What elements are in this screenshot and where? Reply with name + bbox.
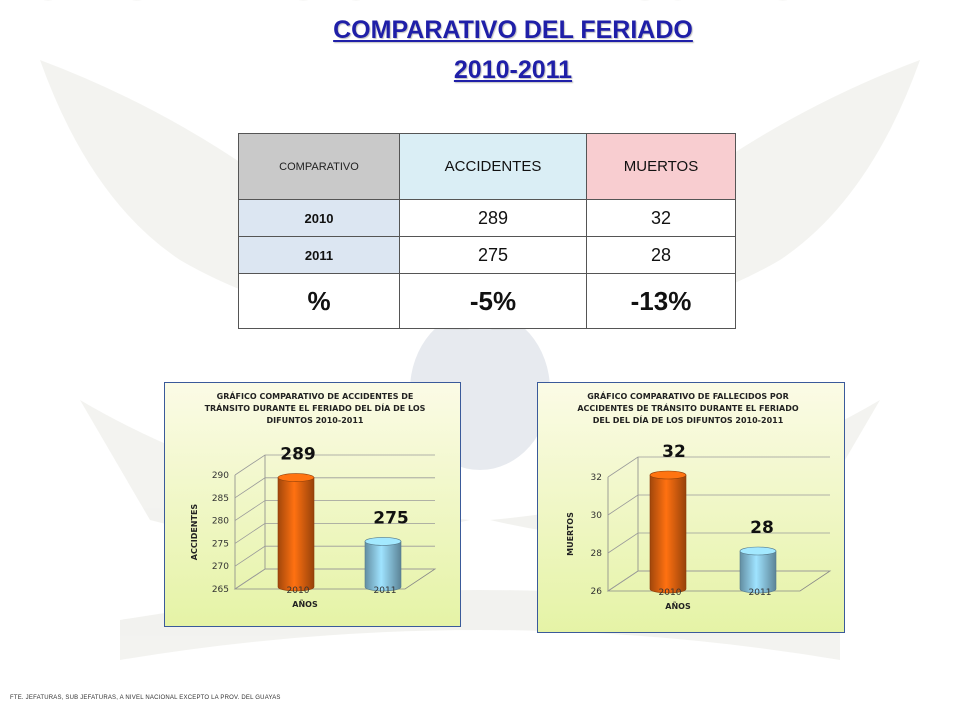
gridline: [607, 494, 830, 516]
header-comparativo: COMPARATIVO: [238, 133, 400, 200]
chart-title-line: DIFUNTOS 2010-2011: [267, 416, 364, 425]
page-title-line1: COMPARATIVO DEL FERIADO: [333, 16, 693, 44]
table-header-row: COMPARATIVO ACCIDENTES MUERTOS: [238, 133, 736, 200]
y-tick-label: 26: [591, 587, 603, 597]
bar-2011: [739, 550, 777, 594]
bar-top-2010: [277, 473, 315, 482]
x-axis-title: AÑOS: [665, 601, 691, 611]
percent-muertos: -13%: [586, 273, 736, 329]
chart-floor: [606, 570, 832, 592]
y-tick-label: 280: [212, 517, 229, 527]
y-tick-label: 290: [212, 471, 229, 481]
row-year: 2011: [238, 236, 400, 274]
y-tick-label: 265: [212, 585, 229, 595]
bar-2011: [364, 541, 402, 592]
bar-top-2011: [364, 537, 402, 546]
y-tick-label: 270: [212, 562, 229, 572]
bar-2010: [277, 477, 315, 592]
gridline: [234, 522, 435, 544]
percent-accidentes: -5%: [399, 273, 587, 329]
header-muertos: MUERTOS: [586, 133, 736, 200]
chart-accidentes: GRÁFICO COMPARATIVO DE ACCIDENTES DE TRÁN…: [164, 382, 461, 627]
x-tick-label: 2011: [749, 588, 772, 598]
gridline: [234, 500, 435, 521]
cell-muertos: 32: [586, 199, 736, 237]
gridline: [607, 570, 830, 592]
table-percent-row: % -5% -13%: [238, 273, 736, 329]
data-label: 28: [750, 518, 774, 538]
chart-title-line: TRÁNSITO DURANTE EL FERIADO DEL DÍA DE L…: [205, 402, 426, 413]
y-tick-label: 275: [212, 539, 229, 549]
y-tick-label: 30: [591, 511, 603, 521]
source-footnote: FTE. JEFATURAS, SUB JEFATURAS, A NIVEL N…: [10, 695, 281, 701]
x-axis-title: AÑOS: [292, 599, 318, 609]
data-label: 275: [373, 508, 409, 528]
cell-accidentes: 275: [399, 236, 587, 274]
gridline: [234, 454, 435, 476]
gridline: [234, 477, 435, 499]
table-row: 2011 275 28: [238, 236, 736, 274]
x-tick-label: 2011: [374, 586, 397, 596]
percent-label: %: [238, 273, 400, 329]
y-axis-title: MUERTOS: [566, 512, 575, 556]
y-tick-label: 285: [212, 494, 229, 504]
chart-title-line: GRÁFICO COMPARATIVO DE FALLECIDOS POR: [587, 390, 789, 401]
cell-muertos: 28: [586, 236, 736, 274]
y-tick-label: 32: [591, 473, 602, 483]
page-title-line2: 2010-2011: [453, 56, 573, 84]
comparison-table: COMPARATIVO ACCIDENTES MUERTOS 2010 289 …: [238, 133, 736, 329]
table-row: 2010 289 32: [238, 199, 736, 237]
watermark-text: POLICIA NACIONAL DEL ECUADOR: [0, 0, 837, 11]
bar-2010: [649, 474, 687, 594]
data-label: 289: [280, 445, 316, 465]
chart-floor: [233, 568, 437, 590]
row-year: 2010: [238, 199, 400, 237]
y-tick-label: 28: [591, 549, 603, 559]
chart-fallecidos-svg: GRÁFICO COMPARATIVO DE FALLECIDOS PORACC…: [566, 390, 832, 611]
chart-title-line: DEL DEL DÍA DE LOS DIFUNTOS 2010-2011: [593, 414, 784, 425]
bar-top-2010: [649, 470, 687, 480]
gridline: [607, 532, 830, 554]
x-tick-label: 2010: [659, 588, 682, 598]
header-accidentes: ACCIDENTES: [399, 133, 587, 200]
cell-accidentes: 289: [399, 199, 587, 237]
chart-title-line: GRÁFICO COMPARATIVO DE ACCIDENTES DE: [217, 390, 414, 401]
chart-accidentes-svg: GRÁFICO COMPARATIVO DE ACCIDENTES DETRÁN…: [190, 390, 437, 609]
gridline: [607, 456, 830, 478]
chart-title-line: ACCIDENTES DE TRÁNSITO DURANTE EL FERIAD…: [577, 402, 798, 413]
bar-top-2011: [739, 546, 777, 556]
gridline: [234, 568, 435, 590]
chart-fallecidos: GRÁFICO COMPARATIVO DE FALLECIDOS POR ACC…: [537, 382, 845, 633]
data-label: 32: [662, 442, 686, 462]
y-axis-title: ACCIDENTES: [190, 504, 199, 561]
x-tick-label: 2010: [287, 586, 310, 596]
